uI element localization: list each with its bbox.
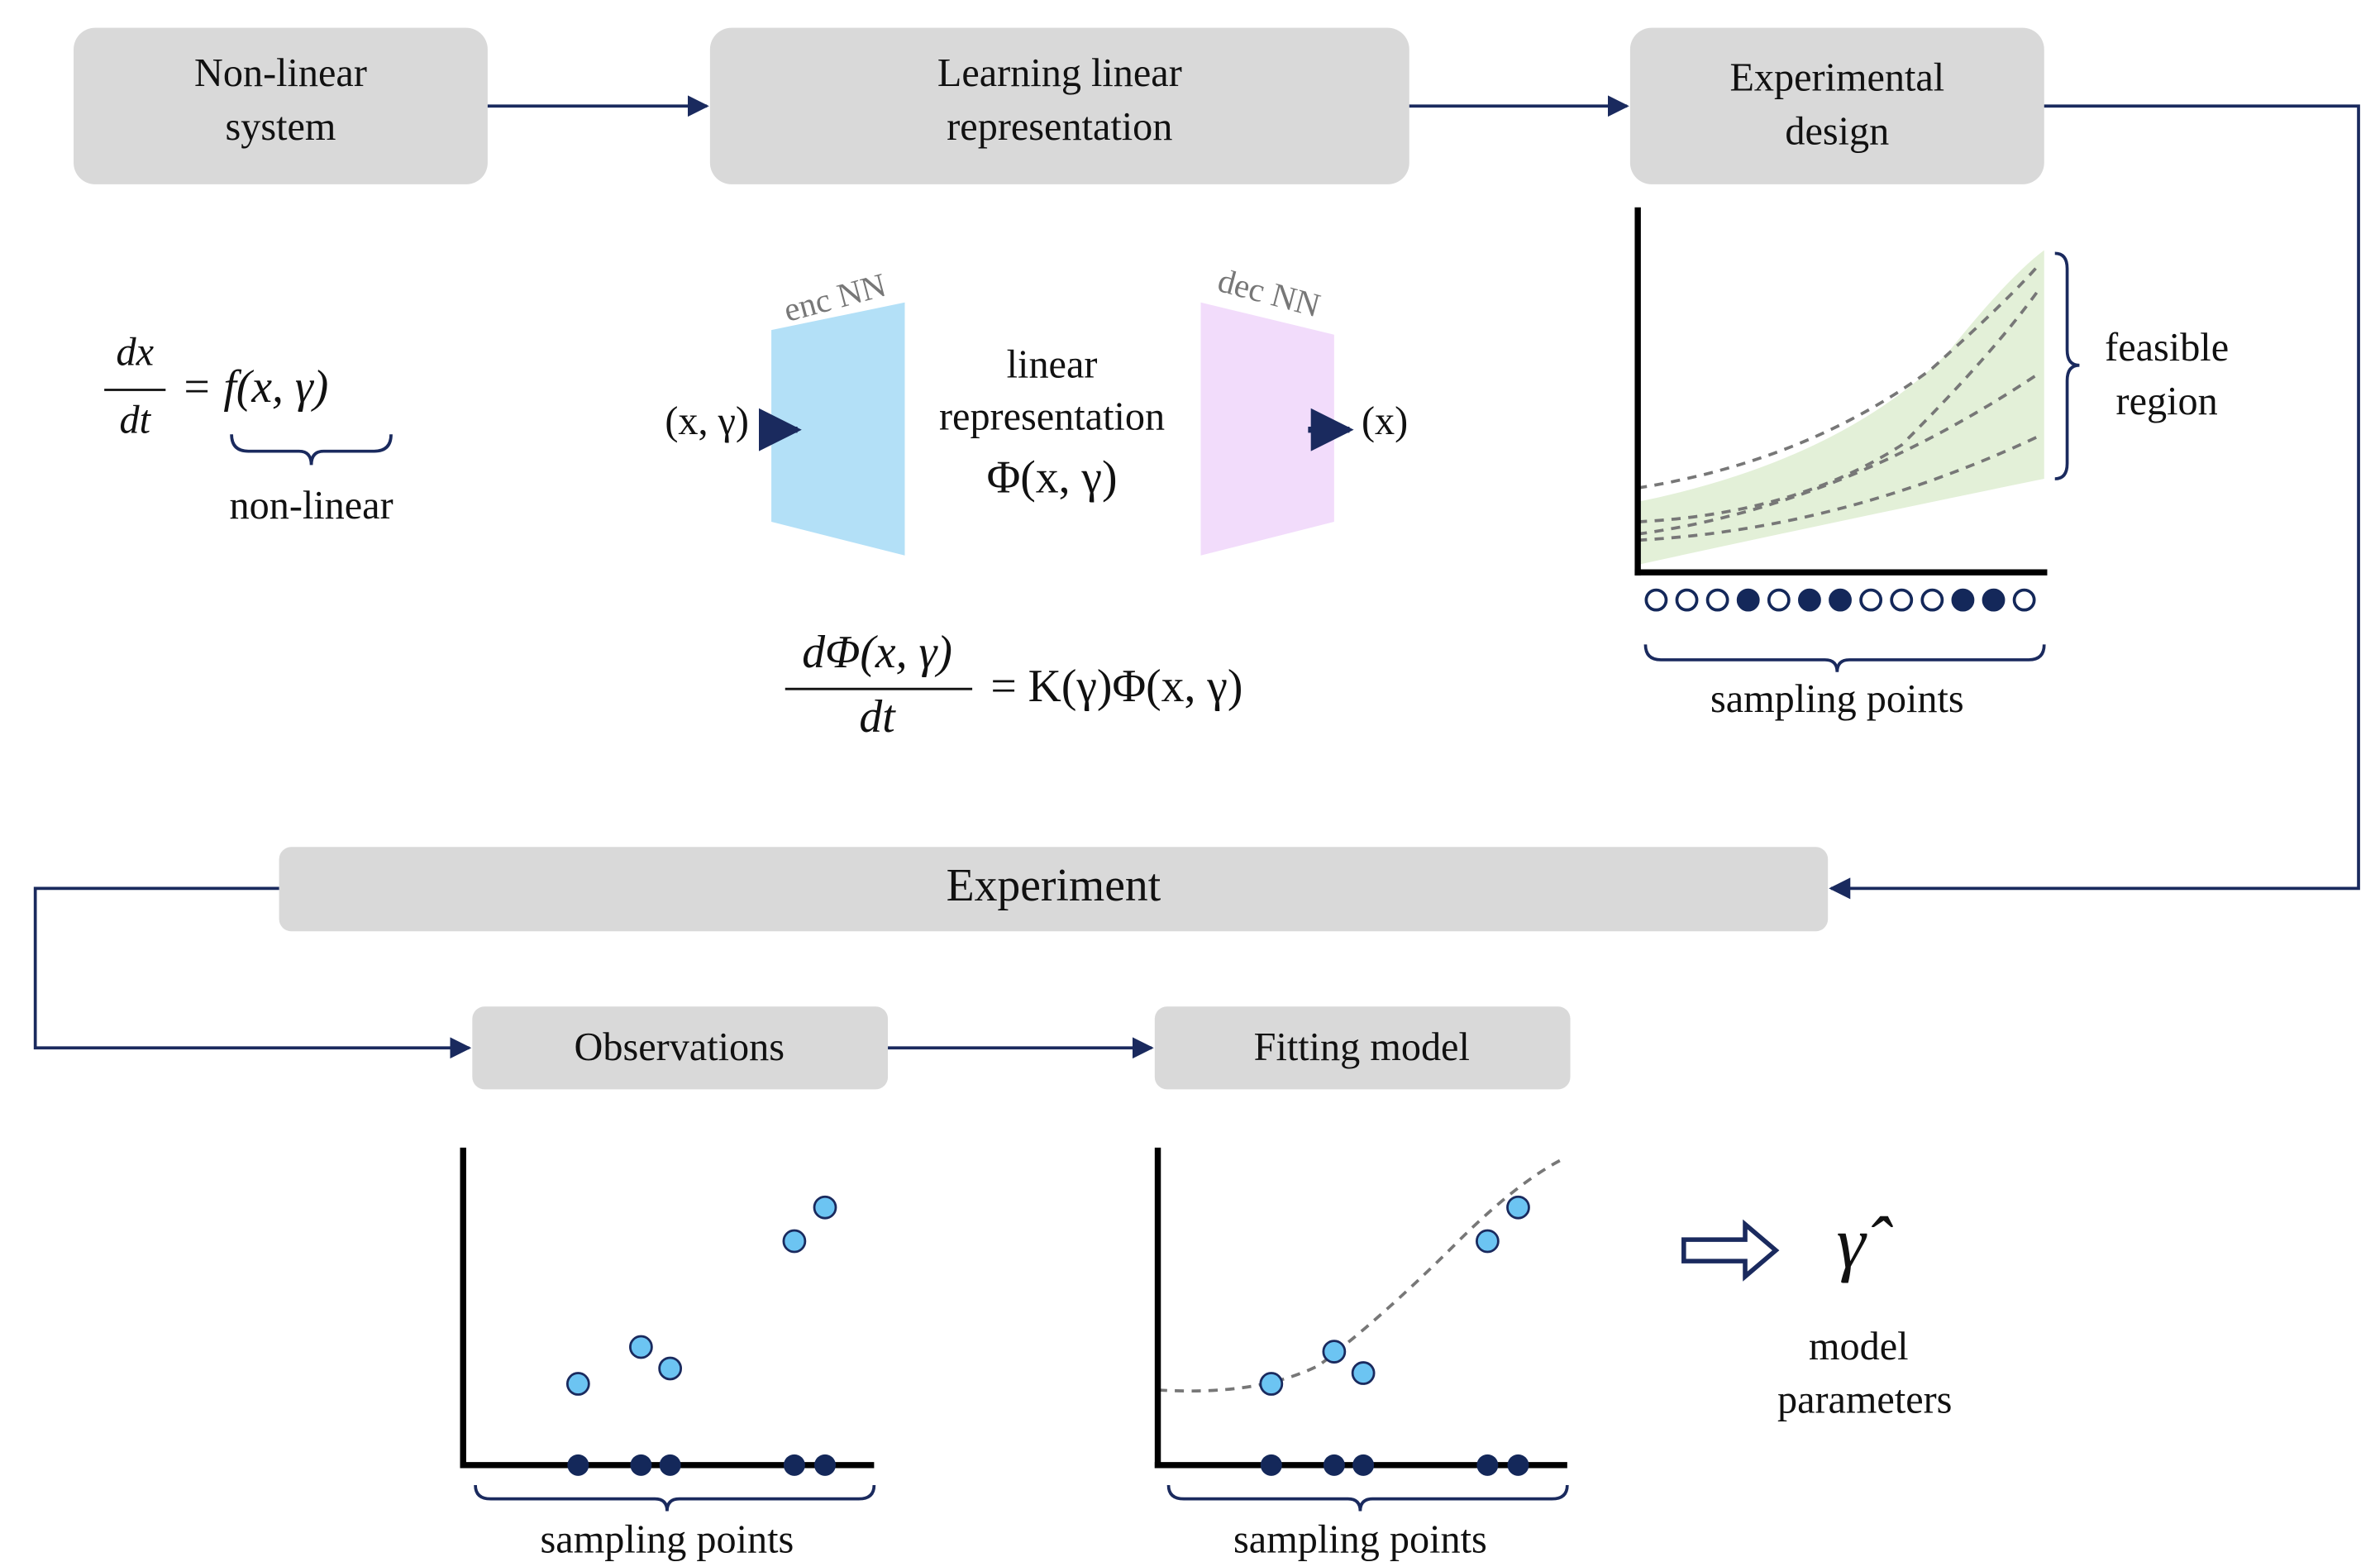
equation: dΦ(x, γ)	[802, 627, 952, 678]
brace	[2054, 251, 2080, 480]
box-label: system	[225, 105, 336, 149]
box-label: Non-linear	[194, 51, 367, 95]
sampling-dot	[1675, 588, 1699, 612]
trajectories	[1637, 263, 2041, 542]
sampling-dots	[1260, 1454, 1529, 1476]
box-label: Experimental	[1729, 56, 1944, 100]
feasible-region	[1638, 250, 2044, 565]
box	[74, 27, 488, 184]
annotation: feasible	[2105, 326, 2229, 370]
flow-arrows	[33, 95, 2360, 1059]
annotation: model	[1809, 1325, 1909, 1369]
parameter-symbol: γ̂	[1836, 1203, 1893, 1284]
fitted-curve	[1157, 1157, 1565, 1392]
box	[1629, 27, 2044, 184]
sampling-dot	[1920, 588, 1944, 612]
brace	[230, 434, 393, 466]
result-arrow	[1681, 1219, 1780, 1282]
decoder	[1200, 302, 1334, 556]
sampling-dot	[1705, 588, 1729, 612]
sampling-dot	[1890, 588, 1914, 612]
equation: dx	[116, 331, 154, 375]
sampling-dot	[1644, 588, 1668, 612]
sampling-dot	[1798, 588, 1821, 612]
sampling-dot	[1859, 588, 1883, 612]
equation: = K(γ)Φ(x, γ)	[990, 661, 1242, 712]
observations	[565, 1195, 837, 1396]
representation-label: Φ(x, γ)	[987, 452, 1118, 504]
equation: = f(x, γ)	[181, 361, 328, 413]
representation-label: linear	[1007, 343, 1098, 387]
caption: sampling points	[1233, 1518, 1487, 1562]
box-label: Observations	[575, 1025, 785, 1069]
annotation: parameters	[1777, 1378, 1953, 1422]
box-label: design	[1785, 110, 1889, 154]
box-label: representation	[947, 105, 1172, 149]
box	[1154, 1006, 1571, 1090]
box-label: Experiment	[947, 860, 1161, 911]
equation: dt	[119, 398, 151, 442]
sampling-dot	[1982, 588, 2006, 612]
encoder	[771, 302, 905, 556]
equation: dt	[859, 691, 896, 743]
annotation: region	[2116, 380, 2218, 423]
box-label: Fitting model	[1254, 1025, 1470, 1069]
sampling-dots	[567, 1454, 836, 1476]
sampling-dot	[1829, 588, 1852, 612]
box	[279, 847, 1829, 932]
sampling-dot	[1767, 588, 1791, 612]
box-label: Learning linear	[937, 51, 1182, 95]
caption: sampling points	[541, 1518, 794, 1562]
sampling-dot	[1736, 588, 1760, 612]
brace	[1643, 644, 2046, 672]
sampling-dot	[1951, 588, 1975, 612]
caption: sampling points	[1710, 677, 1964, 721]
sampling-dots	[1644, 588, 2036, 612]
input-label: (x, γ)	[665, 399, 749, 443]
brace	[1166, 1484, 1569, 1512]
sampling-dot	[2012, 588, 2036, 612]
annotation: non-linear	[229, 484, 393, 528]
output-label: (x)	[1362, 399, 1408, 443]
brace	[474, 1484, 876, 1512]
box	[709, 27, 1409, 184]
box	[472, 1006, 889, 1090]
observations	[1259, 1195, 1530, 1396]
representation-label: representation	[939, 395, 1165, 439]
